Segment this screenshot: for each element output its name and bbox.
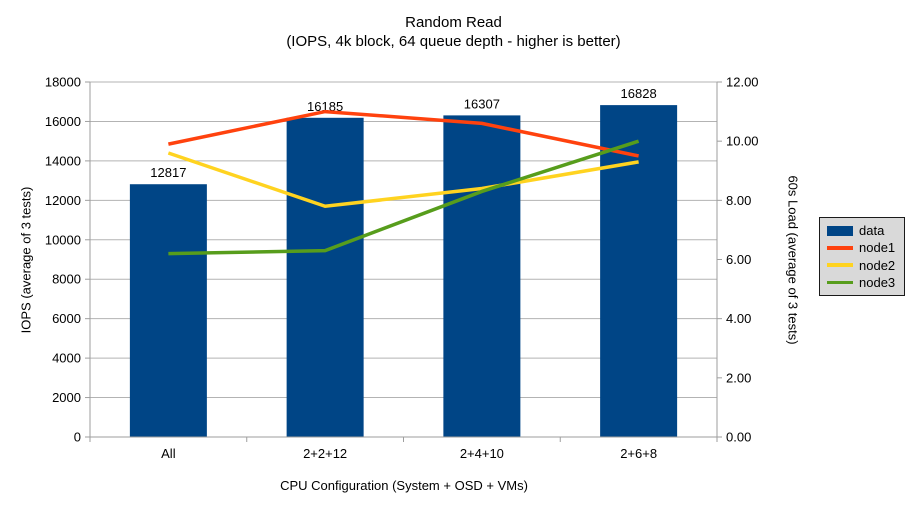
left-axis-tick-label: 2000	[52, 390, 81, 405]
chart-title: Random Read	[405, 14, 502, 31]
line-node3	[168, 139, 640, 256]
bar-data	[443, 115, 521, 438]
left-axis-tick-label: 18000	[45, 75, 81, 90]
right-axis-tick-label: 8.00	[726, 193, 751, 208]
bar-value-label: 16185	[307, 99, 343, 114]
legend-line-swatch	[827, 280, 853, 285]
x-axis-title: CPU Configuration (System + OSD + VMs)	[280, 478, 528, 493]
bar-data	[286, 117, 364, 437]
chart-subtitle: (IOPS, 4k block, 64 queue depth - higher…	[286, 33, 621, 50]
x-axis-category-label: 2+4+10	[460, 446, 504, 461]
right-axis-tick-label: 6.00	[726, 252, 751, 267]
legend-item-node3: node3	[827, 276, 904, 289]
left-axis-tick-label: 6000	[52, 311, 81, 326]
left-axis-tick-label: 8000	[52, 272, 81, 287]
line-node1	[168, 109, 639, 158]
bar-data	[129, 184, 207, 437]
legend-label: node3	[859, 274, 896, 290]
chart-title-block: Random Read (IOPS, 4k block, 64 queue de…	[0, 13, 907, 51]
bar-value-label: 16307	[464, 96, 500, 111]
legend-item-data: data	[827, 224, 904, 237]
right-axis-tick-label: 10.00	[726, 134, 759, 149]
legend-item-node1: node1	[827, 241, 904, 254]
left-axis-tick-label: 4000	[52, 351, 81, 366]
x-axis-category-label: All	[161, 446, 176, 461]
legend-label: node2	[859, 257, 896, 273]
left-axis-tick-label: 14000	[45, 153, 81, 168]
legend-line-swatch	[827, 246, 853, 250]
legend-bar-swatch	[827, 225, 853, 236]
right-axis-tick-label: 4.00	[726, 311, 751, 326]
bar-value-label: 16828	[621, 86, 657, 101]
right-axis-tick-label: 0.00	[726, 430, 751, 445]
bar-value-label: 12817	[150, 165, 186, 180]
bar-data	[600, 105, 678, 437]
left-axis-tick-label: 16000	[45, 114, 81, 129]
left-axis-tick-label: 10000	[45, 232, 81, 247]
legend-item-node2: node2	[827, 259, 904, 272]
right-axis-tick-label: 12.00	[726, 75, 759, 90]
line-node2	[167, 151, 639, 209]
legend-label: node1	[859, 240, 896, 256]
left-axis-tick-label: 12000	[45, 193, 81, 208]
left-axis-tick-label: 0	[74, 430, 81, 445]
x-axis-category-label: 2+6+8	[620, 446, 657, 461]
legend-line-swatch	[827, 263, 853, 267]
right-axis-tick-label: 2.00	[726, 370, 751, 385]
legend-label: data	[859, 223, 885, 239]
x-axis-category-label: 2+2+12	[303, 446, 347, 461]
legend: data node1 node2 node3	[819, 217, 905, 296]
